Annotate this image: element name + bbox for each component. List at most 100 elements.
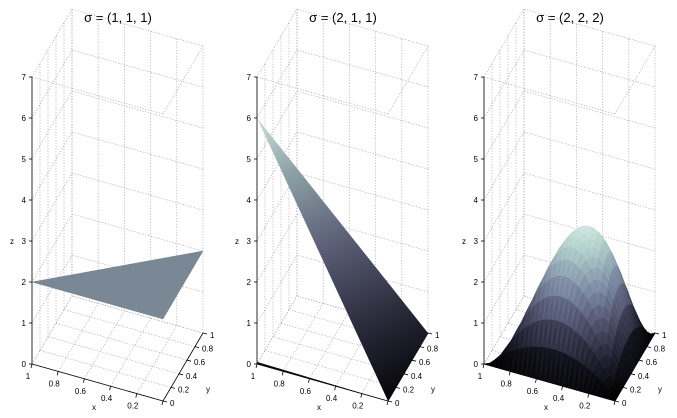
wall-grid-line <box>296 8 429 47</box>
z-tick-label: 4 <box>247 196 252 205</box>
panel-2-x-ticks: 0.2 0.4 0.6 0.8 1 <box>251 363 389 411</box>
wall-grid-line <box>296 213 429 252</box>
wall-grid-line <box>296 131 429 170</box>
wall-grid-line <box>483 49 525 119</box>
surface-plane <box>31 250 204 320</box>
y-tick-mark <box>403 373 409 376</box>
wall-grid-line <box>483 295 525 365</box>
y-tick-mark <box>162 400 168 403</box>
panel-3-y-label: y <box>658 385 662 394</box>
x-tick-mark <box>109 386 111 391</box>
panel-3-title: σ = (2, 2, 2) <box>536 10 604 25</box>
wall-grid-line <box>523 131 656 170</box>
x-tick-label: 0.6 <box>300 387 312 396</box>
y-tick-label: 0.8 <box>654 345 666 354</box>
wall-grid-line <box>71 213 204 252</box>
floor-grid-line <box>39 350 172 388</box>
y-tick-label: 0.8 <box>202 345 214 354</box>
box-edge <box>162 45 204 115</box>
y-tick-mark <box>395 387 401 389</box>
panel-2-y-label: y <box>431 385 435 394</box>
floor-grid-line <box>264 350 397 388</box>
z-tick-label: 1 <box>22 319 27 328</box>
box-edge <box>31 76 164 115</box>
y-tick-label: 0 <box>622 399 627 408</box>
box-edge <box>483 76 616 115</box>
panel-2-z-label: z <box>235 237 239 246</box>
y-tick-mark <box>194 346 200 348</box>
panel-3-x-label: x <box>544 403 548 412</box>
wall-grid-line <box>256 295 298 365</box>
wall-grid-line <box>256 254 298 324</box>
wall-grid-line <box>31 213 73 283</box>
panel-2-surface <box>257 118 428 401</box>
z-tick-label: 6 <box>247 114 252 123</box>
x-tick-label: 0.6 <box>527 387 539 396</box>
wall-grid-line <box>523 90 656 129</box>
x-tick-label: 0.8 <box>49 379 61 388</box>
z-tick-label: 6 <box>474 114 479 123</box>
y-tick-mark <box>387 400 393 403</box>
y-tick-label: 0.8 <box>427 345 439 354</box>
y-tick-label: 0.6 <box>419 358 431 367</box>
x-tick-mark <box>83 378 85 383</box>
wall-grid-line <box>71 172 204 211</box>
box-edge <box>387 45 429 115</box>
y-tick-label: 0.2 <box>403 385 415 394</box>
wall-grid-line <box>71 49 204 88</box>
x-tick-mark <box>360 393 363 398</box>
z-tick-label: 7 <box>474 73 479 82</box>
y-tick-mark <box>638 359 644 362</box>
x-tick-mark <box>613 400 616 406</box>
wall-grid-line <box>483 254 525 324</box>
wall-grid-line <box>71 295 204 334</box>
wall-grid-line <box>296 49 429 88</box>
panel-3-z-ticks: 0 1 2 3 4 5 6 7 <box>474 73 484 369</box>
y-tick-mark <box>630 373 636 376</box>
wall-grid-line <box>523 8 656 47</box>
z-tick-label: 0 <box>247 360 252 369</box>
z-tick-label: 3 <box>247 237 252 246</box>
panel-2-z-ticks: 0 1 2 3 4 5 6 7 <box>247 73 257 369</box>
panel-3-surface <box>483 225 656 402</box>
x-tick-label: 0.2 <box>352 402 364 411</box>
panel-1-surface <box>31 250 204 320</box>
surface-ramp <box>257 118 428 401</box>
floor-grid-line <box>84 310 125 379</box>
panel-1-z-ticks: 0 1 2 3 4 5 6 7 <box>22 73 32 369</box>
wall-grid-line <box>71 131 204 170</box>
panel-1-z-label: z <box>10 237 14 246</box>
panel-3-x-ticks: 0.2 0.4 0.6 0.8 1 <box>478 363 616 411</box>
x-tick-mark <box>334 386 336 391</box>
wall-grid-line <box>256 8 298 78</box>
wall-grid-line <box>31 90 73 160</box>
floor-grid-line <box>55 322 188 361</box>
wall-grid-line <box>31 295 73 365</box>
x-tick-mark <box>535 378 537 383</box>
y-tick-label: 0.4 <box>411 372 423 381</box>
panel-1-y-label: y <box>206 385 210 394</box>
wall-grid-line <box>296 90 429 129</box>
y-tick-label: 0.4 <box>638 372 650 381</box>
x-tick-mark <box>30 363 33 369</box>
z-tick-label: 1 <box>247 319 252 328</box>
x-tick-mark <box>308 378 310 383</box>
z-tick-label: 7 <box>247 73 252 82</box>
panel-2-x-label: x <box>317 403 321 412</box>
wall-grid-line <box>483 90 525 160</box>
z-tick-label: 1 <box>474 319 479 328</box>
x-tick-mark <box>135 393 138 398</box>
wall-grid-line <box>523 49 656 88</box>
wall-grid-line <box>256 131 298 201</box>
z-tick-label: 0 <box>474 360 479 369</box>
floor-grid-line <box>282 303 324 372</box>
x-axis-line <box>31 363 164 402</box>
y-tick-mark <box>186 359 192 362</box>
wall-grid-line <box>31 8 73 78</box>
x-tick-label: 0.6 <box>75 387 87 396</box>
y-tick-mark <box>427 332 433 335</box>
wall-grid-line <box>31 172 73 242</box>
floor-grid-line <box>110 318 151 387</box>
